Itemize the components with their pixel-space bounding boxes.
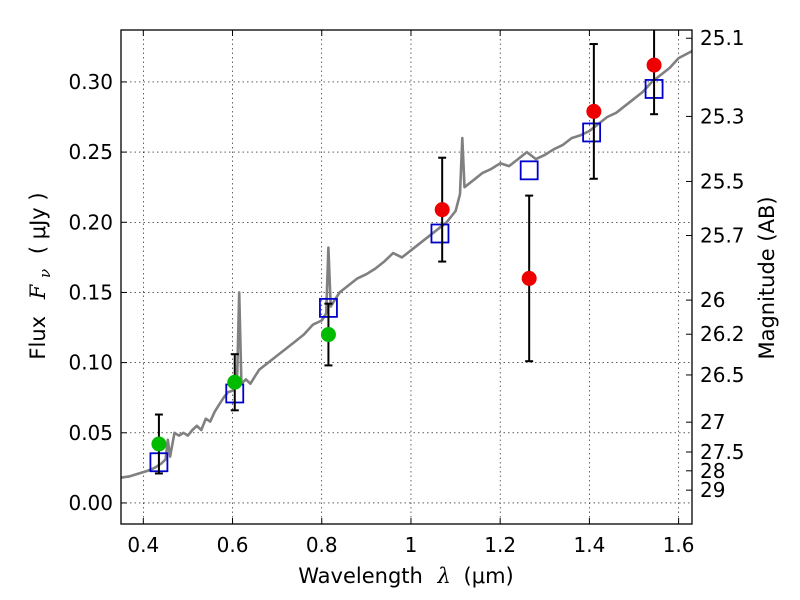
y2-tick-label: 27 bbox=[700, 410, 725, 434]
y-tick-label: 0.25 bbox=[68, 140, 113, 164]
y-tick-label: 0.05 bbox=[68, 421, 113, 445]
lambda-symbol: λ bbox=[437, 564, 451, 588]
y2-tick-label: 25.1 bbox=[700, 26, 745, 50]
y2-tick-label: 28 bbox=[700, 459, 725, 483]
y2-tick-label: 25.3 bbox=[700, 104, 745, 128]
y-axis-unit: ( μJy ) bbox=[26, 192, 50, 254]
x-tick-label: 1.2 bbox=[484, 533, 516, 557]
red-data-point bbox=[586, 103, 602, 119]
y2-axis-label: Magnitude (AB) bbox=[755, 196, 779, 359]
green-data-point bbox=[320, 327, 336, 343]
x-tick-label: 0.4 bbox=[127, 533, 159, 557]
x-axis-label-text: Wavelength bbox=[298, 564, 423, 588]
y2-tick-label: 26 bbox=[700, 288, 725, 312]
axis-ticks: 0.4 0.6 0.8 1 1.2 1.4 1.6 0.00 0.05 0.10 0.15 0.20 0… bbox=[68, 26, 744, 557]
y2-tick-label: 25.5 bbox=[700, 169, 745, 193]
green-data-point bbox=[151, 436, 167, 452]
model-photometry-square bbox=[519, 160, 539, 181]
green-data-point bbox=[227, 374, 243, 390]
x-axis-unit: (μm) bbox=[464, 564, 514, 588]
y2-tick-label: 26.2 bbox=[700, 322, 745, 346]
nu-subscript: ν bbox=[36, 269, 54, 278]
y-axis-label-text: Flux bbox=[26, 316, 50, 360]
y2-tick-label: 25.7 bbox=[700, 224, 745, 248]
model-photometry-square bbox=[430, 223, 450, 244]
y2-tick-label: 27.5 bbox=[700, 440, 745, 464]
x-tick-label: 1.4 bbox=[573, 533, 605, 557]
y-tick-label: 0.20 bbox=[68, 210, 113, 234]
red-data-point bbox=[521, 270, 537, 286]
y-tick-label: 0.15 bbox=[68, 280, 113, 304]
y2-tick-label: 29 bbox=[700, 478, 725, 502]
series-layer bbox=[120, 30, 693, 479]
plot-area bbox=[121, 30, 692, 524]
y-tick-label: 0.00 bbox=[68, 491, 113, 515]
x-tick-label: 0.6 bbox=[217, 533, 249, 557]
y-tick-label: 0.10 bbox=[68, 351, 113, 375]
plot-frame bbox=[120, 29, 693, 525]
y2-tick-label: 26.5 bbox=[700, 363, 745, 387]
y-axis-label: Flux F ν ( μJy ) bbox=[26, 192, 55, 359]
red-data-point bbox=[646, 57, 662, 73]
model-photometry-square bbox=[582, 122, 602, 143]
x-axis-label: Wavelength λ (μm) bbox=[298, 564, 513, 588]
x-tick-label: 0.8 bbox=[306, 533, 338, 557]
y-tick-label: 0.30 bbox=[68, 70, 113, 94]
x-tick-label: 1 bbox=[405, 533, 418, 557]
spectrum-line bbox=[120, 49, 693, 479]
x-tick-label: 1.6 bbox=[663, 533, 695, 557]
f-symbol: F bbox=[26, 283, 50, 300]
red-data-point bbox=[434, 202, 450, 218]
